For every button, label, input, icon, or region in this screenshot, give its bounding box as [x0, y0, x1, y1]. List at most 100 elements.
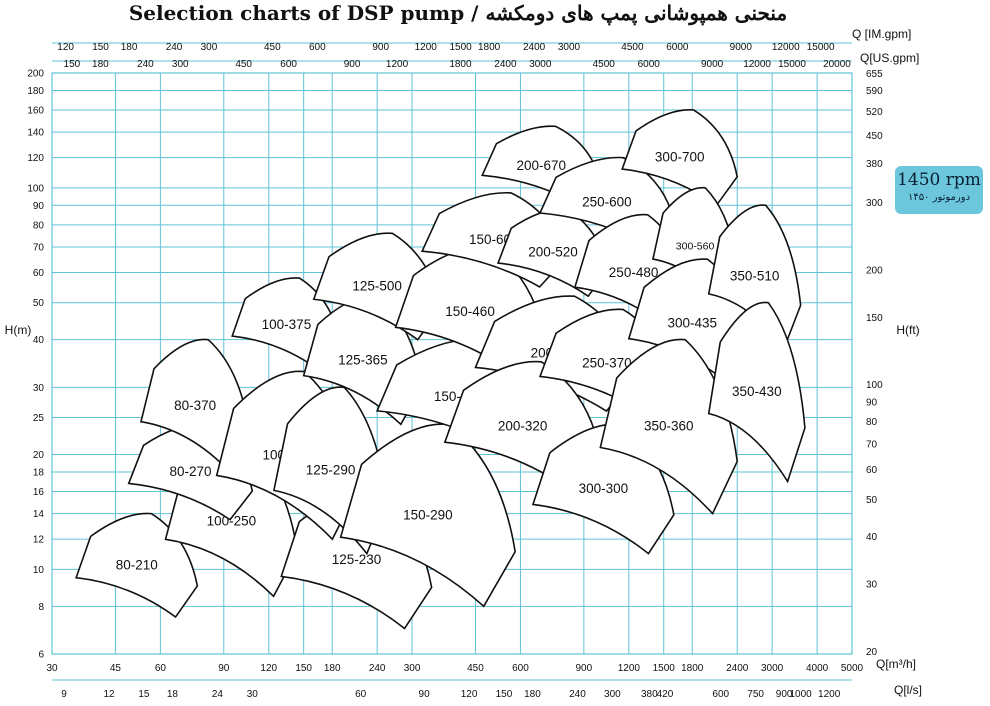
y-tick-ft: 40 — [866, 532, 878, 543]
x-tick-imgpm: 450 — [264, 42, 281, 53]
pump-label-80-210: 80-210 — [116, 557, 158, 572]
pump-label-250-370: 250-370 — [582, 356, 632, 371]
x-tick-ls: 900 — [776, 689, 793, 700]
pump-label-250-480: 250-480 — [609, 265, 659, 280]
y-tick-m: 80 — [33, 220, 45, 231]
x-tick-usgpm: 1200 — [386, 59, 409, 70]
pump-region-80-370 — [140, 338, 251, 474]
x-tick-imgpm: 3000 — [558, 42, 581, 53]
x-tick-m3h: 5000 — [841, 663, 864, 674]
x-tick-ls: 90 — [419, 689, 431, 700]
y-tick-m: 50 — [33, 298, 45, 309]
speed-badge-subtitle: دورموتور ۱۴۵۰ — [907, 192, 971, 203]
pump-label-200-520: 200-520 — [528, 245, 578, 260]
y-tick-m: 14 — [33, 509, 45, 520]
y-tick-ft: 90 — [866, 398, 878, 409]
y-tick-ft: 60 — [866, 465, 878, 476]
pump-label-300-700: 300-700 — [655, 150, 705, 165]
x-tick-m3h: 45 — [110, 663, 122, 674]
y-tick-m: 40 — [33, 335, 45, 346]
y-tick-m: 90 — [33, 201, 45, 212]
x-tick-imgpm: 1200 — [415, 42, 438, 53]
axis-labels: 30 45 60 90 120 150 180 240 300 450 600 900 1200 1500… — [27, 42, 883, 700]
x-tick-imgpm: 1800 — [478, 42, 501, 53]
pump-label-80-370: 80-370 — [174, 398, 216, 413]
x-tick-ls: 180 — [524, 689, 541, 700]
x-tick-imgpm: 600 — [309, 42, 326, 53]
x-tick-m3h: 1800 — [681, 663, 704, 674]
x-tick-ls: 1200 — [818, 689, 841, 700]
x-tick-usgpm: 15000 — [778, 59, 806, 70]
x-tick-usgpm: 600 — [280, 59, 297, 70]
x-tick-imgpm: 2400 — [523, 42, 546, 53]
y-tick-m: 100 — [27, 183, 44, 194]
y-tick-ft: 200 — [866, 265, 883, 276]
y-tick-ft: 590 — [866, 86, 883, 97]
y-tick-ft: 520 — [866, 107, 883, 118]
y-tick-m: 180 — [27, 86, 44, 97]
pump-label-125-500: 125-500 — [352, 278, 402, 293]
axis-title-right: H(ft) — [896, 323, 919, 337]
y-tick-m: 200 — [27, 69, 44, 80]
x-tick-ls: 600 — [712, 689, 729, 700]
x-tick-ls: 750 — [747, 689, 764, 700]
x-tick-usgpm: 900 — [344, 59, 361, 70]
x-tick-m3h: 900 — [576, 663, 593, 674]
x-tick-m3h: 90 — [218, 663, 230, 674]
pump-region-350-430 — [707, 301, 806, 484]
plot-frame — [51, 72, 853, 655]
x-tick-imgpm: 900 — [372, 42, 389, 53]
x-tick-usgpm: 9000 — [701, 59, 724, 70]
x-tick-ls: 12 — [103, 689, 115, 700]
x-tick-imgpm: 150 — [92, 42, 109, 53]
x-tick-imgpm: 1500 — [449, 42, 472, 53]
x-tick-usgpm: 6000 — [638, 59, 661, 70]
y-tick-m: 25 — [33, 413, 45, 424]
x-tick-usgpm: 12000 — [743, 59, 771, 70]
x-tick-m3h: 60 — [155, 663, 167, 674]
x-tick-m3h: 30 — [46, 663, 58, 674]
x-tick-usgpm: 240 — [137, 59, 154, 70]
x-tick-ls: 1000 — [790, 689, 813, 700]
y-tick-m: 6 — [38, 650, 44, 661]
x-tick-m3h: 240 — [369, 663, 386, 674]
pump-label-125-290: 125-290 — [306, 462, 356, 477]
x-tick-imgpm: 12000 — [772, 42, 800, 53]
y-tick-m: 70 — [33, 242, 45, 253]
pump-region-300-700 — [621, 109, 739, 207]
x-tick-m3h: 150 — [295, 663, 312, 674]
y-tick-m: 20 — [33, 450, 45, 461]
speed-badge: 1450 rpm دورموتور ۱۴۵۰ — [895, 166, 983, 214]
x-tick-imgpm: 120 — [57, 42, 74, 53]
pump-regions: 80-210100-250125-23080-27080-370100-3101… — [75, 109, 806, 630]
x-tick-usgpm: 20000 — [823, 59, 851, 70]
y-tick-m: 8 — [38, 602, 44, 613]
x-tick-usgpm: 150 — [64, 59, 81, 70]
pump-label-150-460: 150-460 — [445, 304, 495, 319]
x-tick-m3h: 1500 — [653, 663, 676, 674]
x-tick-m3h: 3000 — [761, 663, 784, 674]
x-tick-m3h: 2400 — [726, 663, 749, 674]
x-tick-usgpm: 3000 — [529, 59, 552, 70]
y-tick-m: 60 — [33, 268, 45, 279]
x-tick-imgpm: 300 — [201, 42, 218, 53]
y-tick-ft: 300 — [866, 198, 883, 209]
x-tick-m3h: 450 — [467, 663, 484, 674]
axis-title-top-usgpm: Q[US.gpm] — [860, 51, 919, 65]
x-tick-ls: 15 — [138, 689, 150, 700]
speed-badge-rpm: 1450 rpm — [897, 170, 981, 190]
x-tick-m3h: 4000 — [806, 663, 829, 674]
y-tick-ft: 70 — [866, 439, 878, 450]
x-tick-usgpm: 2400 — [494, 59, 517, 70]
pump-label-300-300: 300-300 — [579, 481, 629, 496]
y-tick-ft: 150 — [866, 313, 883, 324]
y-tick-m: 16 — [33, 487, 45, 498]
pump-label-300-560: 300-560 — [676, 240, 715, 252]
x-tick-usgpm: 450 — [235, 59, 252, 70]
y-tick-ft: 450 — [866, 131, 883, 142]
y-tick-ft: 20 — [866, 647, 878, 658]
x-tick-ls: 300 — [604, 689, 621, 700]
y-tick-ft: 380 — [866, 159, 883, 170]
x-tick-ls: 24 — [212, 689, 224, 700]
